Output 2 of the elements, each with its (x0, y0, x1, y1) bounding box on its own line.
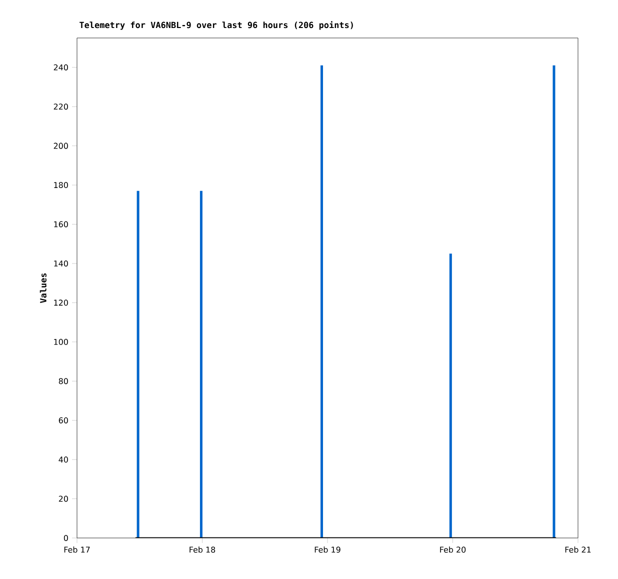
chart-title: Telemetry for VA6NBL-9 over last 96 hours (206 points) (80, 21, 353, 30)
y-axis-title: Values (40, 273, 46, 304)
